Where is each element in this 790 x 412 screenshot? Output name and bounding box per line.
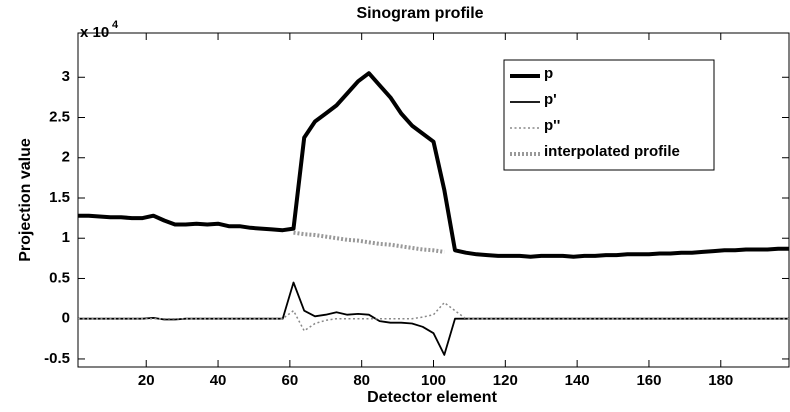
series-line: [293, 230, 445, 254]
x-tick-label: 60: [282, 372, 299, 389]
x-tick-label: 20: [138, 372, 155, 389]
x-tick-label: 120: [493, 372, 518, 389]
y-multiplier: x 10: [80, 24, 109, 41]
x-tick-label: 40: [210, 372, 227, 389]
x-tick-label: 160: [636, 372, 661, 389]
y-multiplier-exponent: 4: [112, 19, 119, 31]
x-tick-label: 180: [708, 372, 733, 389]
y-tick-label: 0: [62, 310, 70, 327]
x-tick-label: 140: [565, 372, 590, 389]
legend-label: p'': [544, 117, 560, 134]
series-line: [78, 71, 789, 259]
legend-label: p: [544, 65, 553, 82]
chart-title: Sinogram profile: [356, 5, 483, 22]
legend-box: [503, 59, 715, 171]
x-axis-label: Detector element: [367, 389, 497, 406]
series-line: [78, 281, 789, 356]
legend-label: interpolated profile: [544, 143, 680, 160]
y-tick-label: 2.5: [49, 108, 70, 125]
x-tick-label: 100: [421, 372, 446, 389]
x-tick-label: 80: [353, 372, 370, 389]
y-tick-label: 2: [62, 149, 70, 166]
series-line: [78, 301, 789, 332]
y-tick-label: 3: [62, 68, 70, 85]
y-axis-label: Projection value: [17, 138, 34, 262]
y-tick-label: 1: [62, 229, 70, 246]
y-tick-label: 0.5: [49, 269, 70, 286]
y-tick-label: -0.5: [44, 350, 70, 367]
y-tick-label: 1.5: [49, 189, 70, 206]
legend-label: p': [544, 91, 557, 108]
